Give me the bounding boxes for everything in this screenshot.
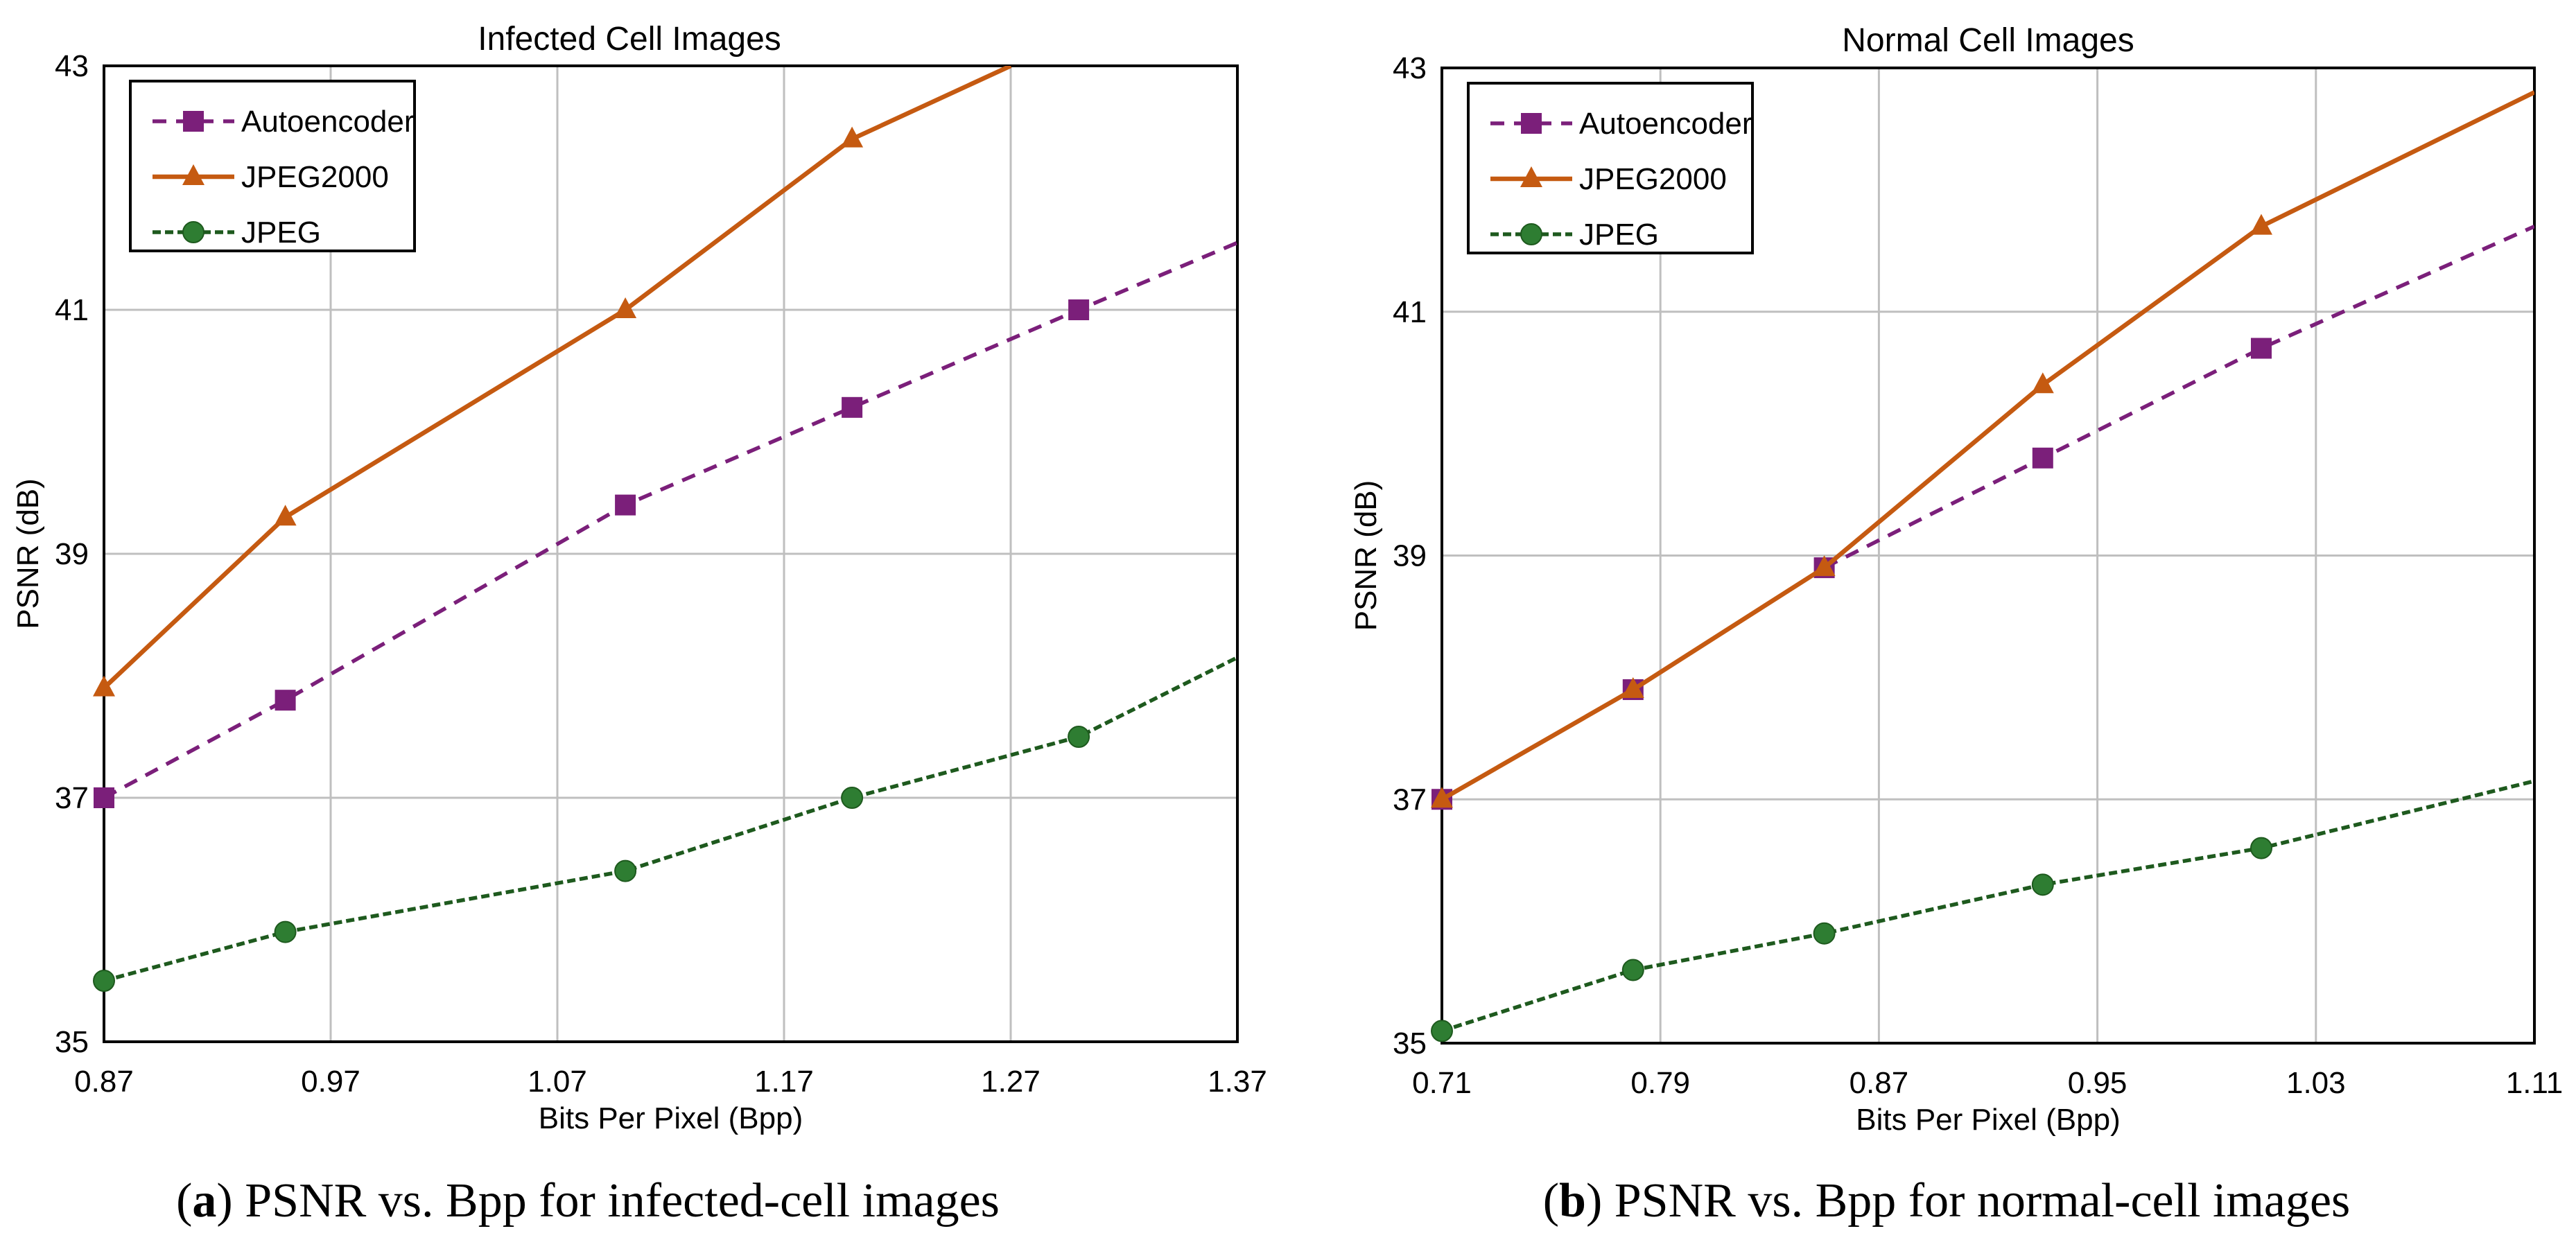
data-point-jpeg — [274, 920, 297, 943]
data-point-jpeg2000 — [93, 675, 115, 697]
data-point-jpeg — [1813, 922, 1836, 945]
data-point-jpeg2000 — [2031, 372, 2054, 394]
series-line-jpeg — [104, 656, 1237, 983]
legend-entry-jpeg: JPEG — [1490, 218, 1659, 252]
y-tick-label: 39 — [1393, 539, 1427, 573]
legend-label-jpeg2000: JPEG2000 — [241, 160, 389, 194]
data-point-autoencoder — [842, 396, 863, 418]
x-tick-label: 1.03 — [2286, 1066, 2346, 1100]
x-tick-label: 0.97 — [301, 1065, 360, 1099]
chart-title: Infected Cell Images — [478, 21, 781, 58]
y-tick-label: 41 — [1393, 295, 1427, 329]
y-tick-label: 41 — [55, 293, 89, 327]
plot-frame — [1441, 67, 2536, 1045]
data-point-jpeg — [614, 859, 637, 882]
series-line-jpeg2000 — [1442, 90, 2534, 802]
legend-marker-autoencoder — [1521, 113, 1542, 134]
data-point-jpeg2000 — [841, 126, 864, 148]
x-tick-label: 0.71 — [1412, 1066, 1472, 1100]
y-tick-label: 35 — [1393, 1027, 1427, 1060]
legend-label-autoencoder: Autoencoder — [241, 105, 415, 139]
legend-entry-jpeg: JPEG — [153, 216, 321, 250]
caption-b-text: PSNR vs. Bpp for normal-cell images — [1602, 1174, 2350, 1228]
data-point-jpeg2000 — [2250, 213, 2272, 235]
data-point-jpeg — [841, 787, 864, 809]
y-tick-label: 35 — [55, 1025, 89, 1059]
y-tick-label: 43 — [55, 49, 89, 83]
y-axis-label: PSNR (dB) — [11, 478, 45, 629]
y-tick-label: 37 — [1393, 783, 1427, 816]
y-tick-label: 37 — [55, 781, 89, 815]
series-layer — [93, 66, 1237, 992]
data-point-jpeg2000 — [1431, 787, 1453, 808]
data-point-autoencoder — [1068, 299, 1090, 320]
data-point-autoencoder — [275, 690, 296, 711]
plot-frame — [103, 64, 1239, 1043]
caption-a: (a) PSNR vs. Bpp for infected-cell image… — [176, 1174, 1000, 1228]
data-point-jpeg — [1068, 726, 1090, 748]
x-tick-label: 0.79 — [1630, 1066, 1690, 1100]
data-point-autoencoder — [94, 787, 114, 808]
legend: Autoencoder JPEG2000 JPEG — [129, 80, 416, 252]
legend-box — [129, 80, 416, 252]
data-point-autoencoder — [615, 494, 636, 516]
data-point-autoencoder — [2032, 447, 2053, 469]
data-point-autoencoder — [2251, 338, 2272, 359]
caption-a-text: PSNR vs. Bpp for infected-cell images — [233, 1174, 1000, 1228]
legend-entry-jpeg2000: JPEG2000 — [1490, 162, 1727, 196]
legend-entry-autoencoder: Autoencoder — [1490, 107, 1752, 141]
legend-marker-jpeg — [1520, 223, 1542, 245]
legend-label-jpeg: JPEG — [241, 216, 321, 250]
legend-entry-autoencoder: Autoencoder — [153, 105, 415, 139]
legend-label-jpeg: JPEG — [1579, 218, 1659, 252]
legend-marker-jpeg2000 — [182, 164, 204, 185]
x-tick-label: 1.11 — [2506, 1066, 2563, 1100]
x-tick-label: 0.87 — [74, 1065, 134, 1099]
x-tick-label: 1.07 — [528, 1065, 587, 1099]
legend: Autoencoder JPEG2000 JPEG — [1467, 82, 1754, 254]
chart-title: Normal Cell Images — [1842, 22, 2134, 59]
y-axis-label: PSNR (dB) — [1349, 480, 1383, 631]
x-tick-label: 0.95 — [2068, 1066, 2127, 1100]
caption-a-label: a — [192, 1174, 216, 1228]
legend-marker-jpeg — [182, 221, 204, 243]
data-point-jpeg2000 — [274, 505, 297, 526]
data-point-jpeg2000 — [614, 297, 637, 318]
legend-marker-autoencoder — [183, 111, 204, 132]
legend-marker-jpeg2000 — [1520, 166, 1542, 187]
x-axis-label: Bits Per Pixel (Bpp) — [1856, 1103, 2120, 1137]
data-point-jpeg — [2250, 837, 2272, 859]
tick-labels: 0.71 0.79 0.87 0.95 1.03 1.11 35 37 39 41 43 — [1393, 51, 2563, 1100]
legend-entry-jpeg2000: JPEG2000 — [153, 160, 389, 194]
chart-infected: 0.87 0.97 1.07 1.17 1.27 1.37 35 37 39 41 43 Infec… — [11, 21, 1267, 1135]
series-line-autoencoder — [1442, 225, 2534, 801]
y-tick-label: 39 — [55, 537, 89, 571]
series-line-autoencoder — [104, 241, 1237, 800]
x-tick-label: 0.87 — [1850, 1066, 1909, 1100]
x-tick-label: 1.27 — [981, 1065, 1041, 1099]
y-tick-label: 43 — [1393, 51, 1427, 85]
series-line-jpeg — [1442, 779, 2534, 1033]
tick-labels: 0.87 0.97 1.07 1.17 1.27 1.37 35 37 39 41 43 — [55, 49, 1267, 1099]
data-point-jpeg — [2031, 873, 2054, 896]
x-tick-label: 1.17 — [754, 1065, 814, 1099]
data-point-jpeg — [1621, 959, 1644, 981]
legend-label-autoencoder: Autoencoder — [1579, 107, 1752, 141]
data-point-jpeg — [93, 970, 115, 992]
data-point-jpeg — [1431, 1020, 1453, 1042]
x-tick-label: 1.37 — [1208, 1065, 1267, 1099]
legend-label-jpeg2000: JPEG2000 — [1579, 162, 1727, 196]
legend-box — [1467, 82, 1754, 254]
data-point-jpeg2000 — [1813, 555, 1836, 577]
caption-b: (b) PSNR vs. Bpp for normal-cell images — [1543, 1174, 2351, 1228]
series-layer — [1431, 90, 2534, 1042]
x-axis-label: Bits Per Pixel (Bpp) — [539, 1101, 803, 1135]
chart-normal: 0.71 0.79 0.87 0.95 1.03 1.11 35 37 39 41 43 Norma… — [1349, 22, 2563, 1137]
data-point-jpeg2000 — [1621, 676, 1644, 698]
caption-b-label: b — [1559, 1174, 1586, 1228]
